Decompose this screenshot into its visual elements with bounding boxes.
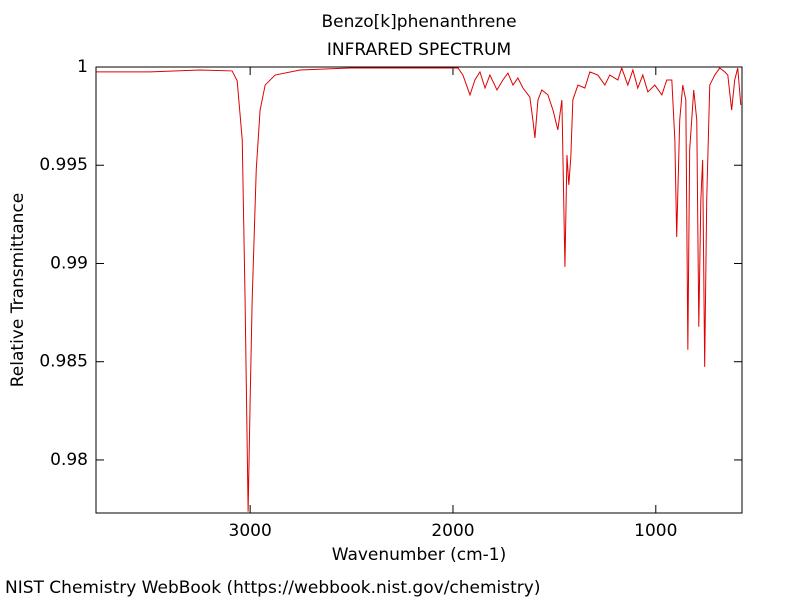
x-tick-label: 2000 xyxy=(431,521,474,541)
y-tick-label: 1 xyxy=(77,57,88,77)
y-axis-label: Relative Transmittance xyxy=(8,193,28,388)
plot-frame xyxy=(95,66,743,514)
y-tick-label: 0.985 xyxy=(39,352,88,372)
chart-title: Benzo[k]phenanthrene xyxy=(321,12,516,32)
x-tick-label: 3000 xyxy=(229,521,272,541)
y-tick-label: 0.98 xyxy=(50,450,88,470)
source-note: NIST Chemistry WebBook (https://webbook.… xyxy=(5,578,540,598)
chart-subtitle: INFRARED SPECTRUM xyxy=(327,40,511,60)
x-tick-label: 1000 xyxy=(634,521,677,541)
x-axis-label: Wavenumber (cm-1) xyxy=(332,545,507,565)
spectrum-line xyxy=(96,66,742,512)
y-tick-label: 0.995 xyxy=(39,155,88,175)
y-tick-label: 0.99 xyxy=(50,253,88,273)
